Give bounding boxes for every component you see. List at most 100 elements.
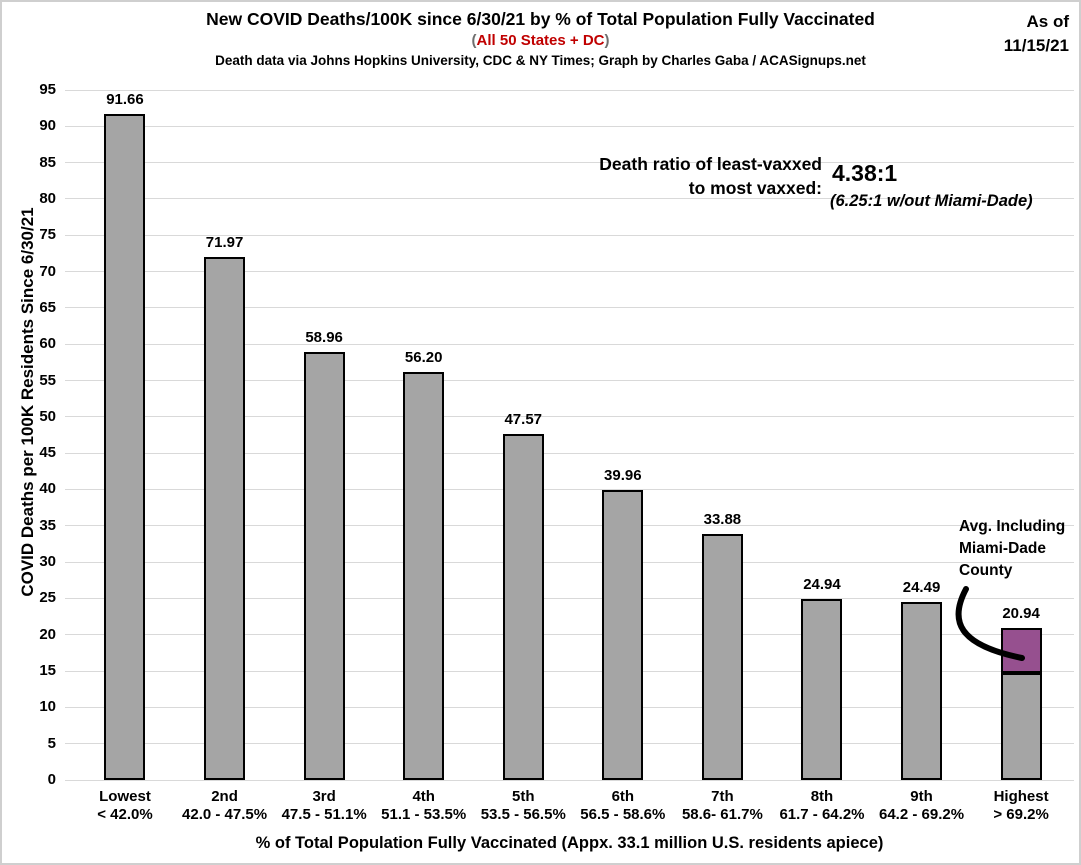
gridline xyxy=(65,198,1074,200)
bar xyxy=(701,533,743,780)
gridline xyxy=(65,343,1074,345)
bar xyxy=(801,598,843,780)
bar-value-label: 33.88 xyxy=(703,510,742,528)
gridline xyxy=(65,89,1074,91)
category-rank: Highest xyxy=(993,788,1049,805)
y-axis-title: COVID Deaths per 100K Residents Since 6/… xyxy=(18,207,37,597)
bar-value-label: 91.66 xyxy=(106,91,144,109)
bar xyxy=(901,602,943,780)
gridline xyxy=(65,380,1074,382)
y-axis-tick-label: 35 xyxy=(39,516,56,534)
death-ratio-label-line2: to most vaxxed: xyxy=(688,178,822,198)
x-axis-category-label: 9th 64.2 - 69.2% xyxy=(866,788,978,824)
bar xyxy=(303,351,345,780)
y-axis-tick-label: 15 xyxy=(39,662,56,680)
gridline xyxy=(65,234,1074,236)
category-range: 64.2 - 69.2% xyxy=(879,806,965,823)
y-axis-tick-label: 90 xyxy=(39,117,56,135)
gridline xyxy=(65,706,1074,708)
gridline xyxy=(65,125,1074,127)
bar-value-label: 56.20 xyxy=(404,348,443,366)
as-of-label: As of xyxy=(1026,12,1070,31)
y-axis-tick-label: 75 xyxy=(39,226,56,244)
category-rank: 8th xyxy=(810,788,834,805)
x-axis-title: % of Total Population Fully Vaccinated (… xyxy=(255,834,884,852)
bar-value-label: 71.97 xyxy=(205,234,244,252)
bar-value-label: 24.49 xyxy=(902,579,941,597)
miami-dade-annotation: Avg. Including Miami-Dade County xyxy=(959,516,1079,582)
data-source-credit: Death data via Johns Hopkins University,… xyxy=(215,53,866,68)
gridline xyxy=(65,271,1074,273)
x-axis-category-label: 3rd 47.5 - 51.1% xyxy=(268,788,380,824)
x-axis-category-label: 5th 53.5 - 56.5% xyxy=(467,788,579,824)
y-axis-tick-label: 25 xyxy=(39,589,56,607)
bar xyxy=(403,371,445,780)
curved-arrow-icon xyxy=(955,586,1025,661)
y-axis-tick-label: 50 xyxy=(39,407,56,425)
gridline xyxy=(65,597,1074,599)
category-rank: 7th xyxy=(711,788,734,805)
category-rank: 6th xyxy=(611,788,635,805)
category-range: 47.5 - 51.1% xyxy=(281,806,367,823)
bar-value-label: 58.96 xyxy=(305,328,343,346)
death-ratio-label-line1: Death ratio of least-vaxxed xyxy=(599,154,822,174)
x-axis-category-label: Lowest < 42.0% xyxy=(69,788,181,824)
category-rank: 9th xyxy=(910,788,933,805)
bar-value-label: 24.94 xyxy=(803,575,841,593)
death-ratio-value: 4.38:1 xyxy=(832,160,898,186)
bar xyxy=(502,434,544,780)
bar-value-label: 47.57 xyxy=(504,411,543,429)
bar-value-label: 20.94 xyxy=(1002,604,1040,622)
y-axis-tick-label: 80 xyxy=(39,189,56,207)
category-range: > 69.2% xyxy=(993,806,1049,823)
as-of-date: As of 11/15/21 xyxy=(1004,10,1069,58)
y-axis-tick-label: 40 xyxy=(39,480,56,498)
category-rank: 2nd xyxy=(211,788,238,805)
gridline xyxy=(65,162,1074,164)
death-ratio-note: (6.25:1 w/out Miami-Dade) xyxy=(830,192,1033,210)
subtitle-text: All 50 States + DC xyxy=(476,32,605,49)
bar xyxy=(204,257,246,780)
as-of-value: 11/15/21 xyxy=(1003,36,1069,55)
y-axis-tick-label: 5 xyxy=(47,734,56,752)
gridline xyxy=(65,634,1074,636)
bar xyxy=(104,114,146,780)
x-axis-category-label: 2nd 42.0 - 47.5% xyxy=(169,788,281,824)
y-axis-tick-label: 70 xyxy=(39,262,56,280)
y-axis-tick-label: 20 xyxy=(39,625,56,643)
x-axis-category-label: Highest > 69.2% xyxy=(965,788,1077,824)
y-axis-tick-label: 45 xyxy=(39,444,56,462)
category-rank: 3rd xyxy=(312,788,336,805)
y-axis-tick-label: 95 xyxy=(39,81,56,98)
y-axis-tick-label: 85 xyxy=(39,153,56,171)
chart-title: New COVID Deaths/100K since 6/30/21 by %… xyxy=(206,9,875,29)
gridline xyxy=(65,743,1074,745)
y-axis-tick-label: 10 xyxy=(39,698,56,716)
gridline xyxy=(65,670,1074,672)
category-range: 58.6- 61.7% xyxy=(681,806,763,823)
y-axis-tick-label: 65 xyxy=(39,298,56,316)
category-rank: 4th xyxy=(412,788,435,805)
subtitle-paren-close: ) xyxy=(604,32,610,49)
y-axis-tick-label: 0 xyxy=(47,771,56,788)
bar xyxy=(602,489,644,780)
bar-value-label: 39.96 xyxy=(604,466,642,484)
y-axis-tick-label: 55 xyxy=(39,371,56,389)
bar-purple-miami-segment xyxy=(1000,627,1042,674)
miami-dade-annotation-line2: Miami-Dade xyxy=(959,540,1046,557)
x-axis-category-label: 8th 61.7 - 64.2% xyxy=(766,788,878,824)
category-range: 51.1 - 53.5% xyxy=(381,806,467,823)
subtitle-paren-open: ( xyxy=(471,32,477,49)
gridline xyxy=(65,416,1074,418)
x-axis-category-label: 4th 51.1 - 53.5% xyxy=(368,788,480,824)
gridline xyxy=(65,488,1074,490)
x-axis-category-label: 7th 58.6- 61.7% xyxy=(666,788,778,824)
y-axis-tick-label: 30 xyxy=(39,553,56,571)
category-range: 56.5 - 58.6% xyxy=(580,806,666,823)
gridline xyxy=(65,525,1074,527)
category-range: < 42.0% xyxy=(97,806,153,823)
category-range: 61.7 - 64.2% xyxy=(779,806,865,823)
gridline xyxy=(65,307,1074,309)
chart-subtitle: (All 50 States + DC) xyxy=(2,32,1079,49)
